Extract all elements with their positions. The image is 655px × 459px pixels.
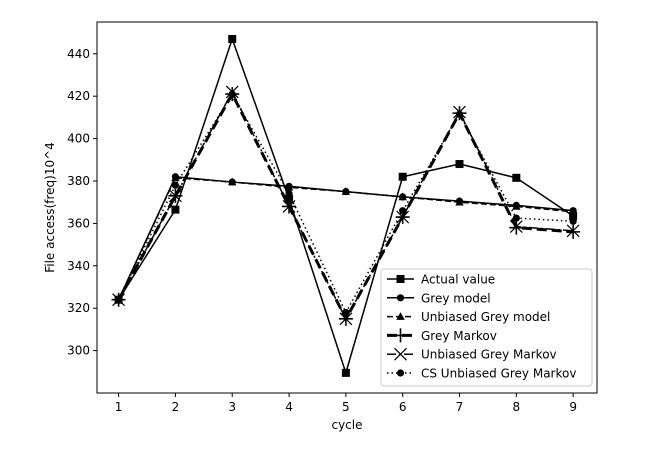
x-tick-label: 7 <box>456 400 464 414</box>
legend-entry: Actual value <box>387 273 495 287</box>
y-tick-label: 320 <box>67 301 90 315</box>
data-point <box>285 195 294 204</box>
data-point <box>398 192 407 201</box>
data-point <box>171 173 180 182</box>
y-tick-label: 380 <box>67 174 90 188</box>
x-tick-label: 6 <box>399 400 407 414</box>
data-point <box>569 211 578 220</box>
data-point <box>455 110 464 118</box>
data-point <box>566 224 580 238</box>
data-point <box>399 207 407 215</box>
legend-marker <box>396 312 405 320</box>
x-tick-label: 8 <box>512 400 520 414</box>
series-line <box>117 91 574 320</box>
legend-label: Unbiased Grey Markov <box>421 348 557 362</box>
data-point <box>171 205 180 214</box>
y-tick-label: 400 <box>67 132 90 146</box>
data-point <box>284 182 294 191</box>
legend-marker <box>396 369 405 377</box>
legend-entry: Grey Markov <box>387 328 497 343</box>
x-tick-label: 1 <box>115 400 123 414</box>
data-point <box>341 187 351 195</box>
x-tick-label: 5 <box>342 400 350 414</box>
data-point <box>512 214 520 222</box>
legend-marker <box>396 275 405 283</box>
data-point <box>228 177 237 186</box>
data-point <box>509 220 524 235</box>
y-tick-label: 440 <box>67 47 90 61</box>
x-tick-label: 4 <box>285 400 293 414</box>
legend-marker <box>393 328 408 343</box>
legend-entry: Unbiased Grey model <box>387 310 550 324</box>
legend-label: Grey Markov <box>421 329 497 343</box>
data-point <box>569 217 577 225</box>
x-axis-label: cycle <box>331 418 362 432</box>
data-point <box>512 201 521 210</box>
series-line <box>117 177 574 301</box>
y-axis: 300 320 340 360 380 400 420 440 <box>67 47 97 358</box>
x-tick-label: 2 <box>172 400 180 414</box>
legend: Actual value Grey model Unbiased Grey mode… <box>380 268 593 387</box>
legend-marker <box>394 347 407 361</box>
x-tick-label: 9 <box>569 400 577 414</box>
data-point <box>342 308 350 317</box>
data-point <box>339 312 353 326</box>
plot-frame <box>96 21 598 394</box>
legend-entry: CS Unbiased Grey Markov <box>387 367 576 381</box>
legend-label: Actual value <box>421 273 495 287</box>
data-point <box>228 90 236 98</box>
y-tick-label: 360 <box>67 216 90 230</box>
x-tick-label: 3 <box>228 400 236 414</box>
y-tick-label: 340 <box>67 259 90 273</box>
x-axis: 1 2 3 4 5 6 7 8 9 <box>115 393 577 414</box>
data-point <box>509 220 523 234</box>
series-2 <box>114 173 578 304</box>
data-point <box>228 34 237 43</box>
legend-entry: Unbiased Grey Markov <box>387 348 557 362</box>
data-point <box>398 172 407 181</box>
series-layer <box>111 34 581 377</box>
data-point <box>282 200 296 213</box>
data-point <box>168 189 182 203</box>
y-axis-label: File access(freq)10^4 <box>43 142 57 273</box>
legend-entry: Grey model <box>387 291 491 305</box>
legend-label: Grey model <box>421 291 491 305</box>
data-point <box>455 197 464 206</box>
data-point <box>341 368 350 377</box>
y-tick-label: 300 <box>67 344 90 358</box>
data-point <box>114 296 123 304</box>
data-point <box>512 173 521 182</box>
legend-label: Unbiased Grey model <box>421 310 550 324</box>
data-point <box>455 160 464 169</box>
legend-label: CS Unbiased Grey Markov <box>421 367 576 381</box>
y-tick-label: 420 <box>67 89 90 103</box>
legend-marker <box>396 294 405 302</box>
data-point <box>396 210 410 224</box>
data-point <box>568 207 578 216</box>
data-point <box>171 181 180 189</box>
series-5 <box>114 90 577 317</box>
legend-box <box>380 268 593 387</box>
data-point <box>566 224 581 239</box>
data-point <box>285 190 293 198</box>
